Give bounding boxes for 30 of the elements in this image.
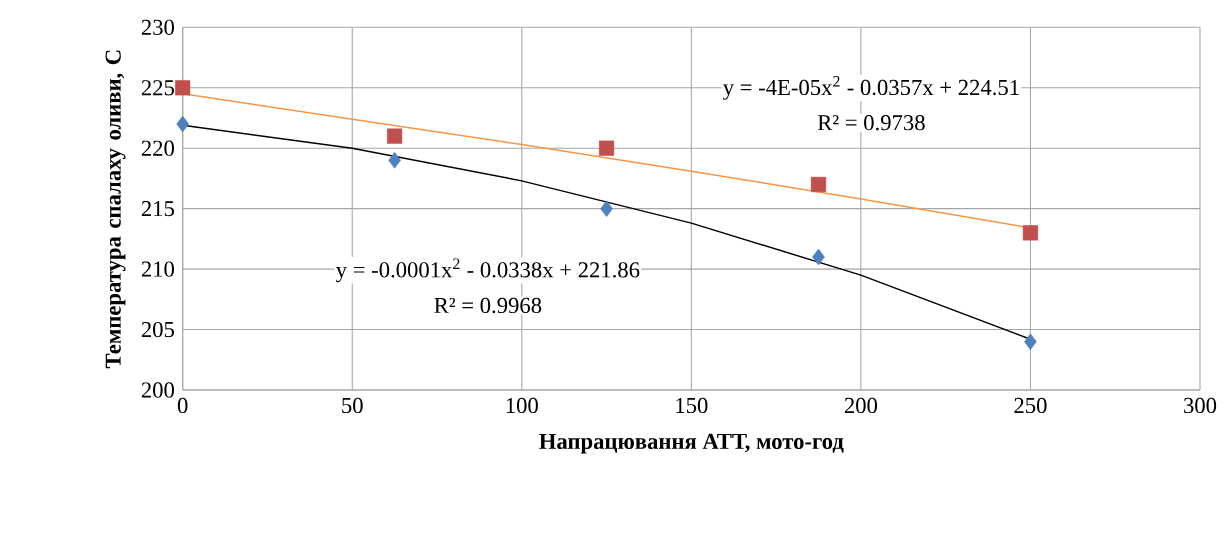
x-tick-label: 50	[342, 397, 363, 414]
y-tick-label: 210	[141, 261, 174, 277]
y-tick-label: 220	[141, 140, 174, 156]
annotation: y = -0.0001x$^{2}$ - 0.0338x + 221.86	[336, 258, 640, 283]
x-tick-label: 300	[1184, 397, 1217, 414]
y-tick-label: 215	[141, 201, 174, 217]
y-axis-title: Температура спалаху оливи, С	[105, 50, 126, 369]
x-tick-label: 150	[676, 397, 708, 414]
y-tick-label: 200	[141, 382, 174, 398]
y-tick-label: 205	[141, 321, 174, 338]
point	[388, 152, 401, 169]
point	[387, 128, 403, 144]
annotation: R² = 0.9968	[434, 297, 542, 314]
point	[176, 115, 189, 133]
y-tick-label: 230	[141, 19, 174, 35]
point	[1022, 225, 1039, 241]
x-tick-label: 200	[844, 397, 878, 414]
point	[1024, 333, 1037, 350]
y-tick-label: 225	[141, 80, 174, 96]
x-axis-title: Напрацювання АТТ, мото-год	[539, 433, 844, 454]
point	[812, 248, 825, 266]
x-tick-label: 250	[1014, 397, 1047, 414]
point	[175, 80, 191, 96]
annotation: y = -4E-05x$^{2}$ - 0.0357x + 224.51	[723, 76, 1019, 100]
x-tick-label: 100	[506, 397, 538, 414]
point	[600, 200, 613, 217]
x-tick-label: 0	[177, 397, 188, 414]
annotation: R² = 0.9738	[817, 115, 925, 131]
point	[810, 176, 827, 193]
point	[598, 140, 615, 156]
